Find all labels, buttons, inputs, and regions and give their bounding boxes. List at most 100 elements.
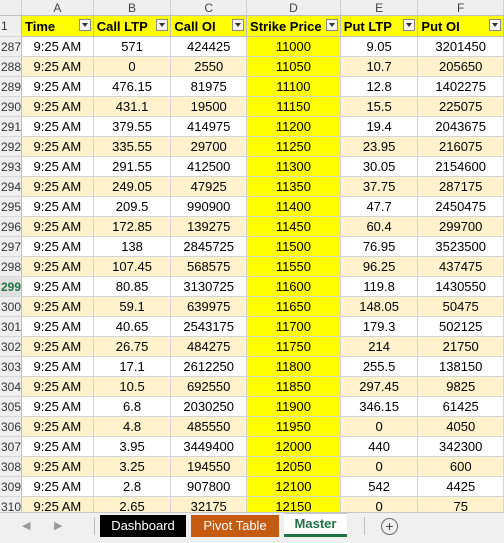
cell-call-oi[interactable]: 139275 xyxy=(170,216,248,237)
cell-put-oi[interactable]: 225075 xyxy=(417,96,504,117)
column-header-b[interactable]: B xyxy=(93,0,172,16)
header-strike-price[interactable]: Strike Price xyxy=(246,15,341,37)
cell-put-ltp[interactable]: 76.95 xyxy=(340,236,419,257)
row-number[interactable]: 294 xyxy=(0,176,23,197)
cell-strike-price[interactable]: 11100 xyxy=(246,76,341,97)
cell-strike-price[interactable]: 12150 xyxy=(246,496,341,512)
cell-call-ltp[interactable]: 571 xyxy=(93,36,172,57)
cell-strike-price[interactable]: 11050 xyxy=(246,56,341,77)
cell-put-oi[interactable]: 2043675 xyxy=(417,116,504,137)
filter-dropdown-icon[interactable] xyxy=(232,19,245,31)
row-number[interactable]: 301 xyxy=(0,316,23,337)
cell-time[interactable]: 9:25 AM xyxy=(21,116,94,137)
scroll-tabs-left-icon[interactable]: ◀ xyxy=(22,520,31,532)
cell-call-oi[interactable]: 3449400 xyxy=(170,436,248,457)
cell-time[interactable]: 9:25 AM xyxy=(21,296,94,317)
cell-put-ltp[interactable]: 19.4 xyxy=(340,116,419,137)
cell-put-ltp[interactable]: 119.8 xyxy=(340,276,419,297)
filter-dropdown-icon[interactable] xyxy=(403,19,416,31)
cell-call-ltp[interactable]: 107.45 xyxy=(93,256,172,277)
cell-put-oi[interactable]: 287175 xyxy=(417,176,504,197)
row-number[interactable]: 289 xyxy=(0,76,23,97)
cell-strike-price[interactable]: 11950 xyxy=(246,416,341,437)
cell-strike-price[interactable]: 11850 xyxy=(246,376,341,397)
cell-put-ltp[interactable]: 255.5 xyxy=(340,356,419,377)
cell-time[interactable]: 9:25 AM xyxy=(21,456,94,477)
cell-call-oi[interactable]: 2543175 xyxy=(170,316,248,337)
filter-dropdown-icon[interactable] xyxy=(156,19,169,31)
row-number[interactable]: 300 xyxy=(0,296,23,317)
cell-call-ltp[interactable]: 379.55 xyxy=(93,116,172,137)
row-number[interactable]: 287 xyxy=(0,36,23,57)
cell-call-ltp[interactable]: 2.8 xyxy=(93,476,172,497)
cell-put-ltp[interactable]: 346.15 xyxy=(340,396,419,417)
filter-dropdown-icon[interactable] xyxy=(78,19,91,31)
cell-strike-price[interactable]: 11250 xyxy=(246,136,341,157)
cell-put-ltp[interactable]: 440 xyxy=(340,436,419,457)
row-number[interactable]: 299 xyxy=(0,276,23,297)
cell-strike-price[interactable]: 11150 xyxy=(246,96,341,117)
cell-put-ltp[interactable]: 542 xyxy=(340,476,419,497)
cell-call-oi[interactable]: 2612250 xyxy=(170,356,248,377)
cell-time[interactable]: 9:25 AM xyxy=(21,236,94,257)
header-put-oi[interactable]: Put OI xyxy=(417,15,504,37)
cell-time[interactable]: 9:25 AM xyxy=(21,276,94,297)
row-number[interactable]: 306 xyxy=(0,416,23,437)
cell-put-ltp[interactable]: 148.05 xyxy=(340,296,419,317)
cell-time[interactable]: 9:25 AM xyxy=(21,56,94,77)
cell-strike-price[interactable]: 11200 xyxy=(246,116,341,137)
cell-strike-price[interactable]: 11700 xyxy=(246,316,341,337)
cell-put-oi[interactable]: 3201450 xyxy=(417,36,504,57)
cell-call-oi[interactable]: 692550 xyxy=(170,376,248,397)
filter-dropdown-icon[interactable] xyxy=(325,19,338,31)
cell-call-ltp[interactable]: 138 xyxy=(93,236,172,257)
row-number[interactable]: 310 xyxy=(0,496,23,512)
filter-dropdown-icon[interactable] xyxy=(489,19,501,31)
cell-time[interactable]: 9:25 AM xyxy=(21,256,94,277)
cell-put-ltp[interactable]: 297.45 xyxy=(340,376,419,397)
column-header-a[interactable]: A xyxy=(21,0,94,16)
cell-strike-price[interactable]: 11550 xyxy=(246,256,341,277)
cell-put-oi[interactable]: 9825 xyxy=(417,376,504,397)
cell-put-ltp[interactable]: 9.05 xyxy=(340,36,419,57)
cell-strike-price[interactable]: 12100 xyxy=(246,476,341,497)
cell-call-ltp[interactable]: 80.85 xyxy=(93,276,172,297)
row-number[interactable]: 307 xyxy=(0,436,23,457)
cell-call-ltp[interactable]: 3.95 xyxy=(93,436,172,457)
cell-call-ltp[interactable]: 59.1 xyxy=(93,296,172,317)
cell-call-ltp[interactable]: 10.5 xyxy=(93,376,172,397)
cell-put-ltp[interactable]: 12.8 xyxy=(340,76,419,97)
cell-call-ltp[interactable]: 335.55 xyxy=(93,136,172,157)
cell-call-oi[interactable]: 2845725 xyxy=(170,236,248,257)
cell-time[interactable]: 9:25 AM xyxy=(21,196,94,217)
cell-strike-price[interactable]: 12000 xyxy=(246,436,341,457)
spreadsheet-grid[interactable]: A B C D E F 1 Time Call LTP Call OI Stri… xyxy=(0,0,504,512)
cell-put-oi[interactable]: 502125 xyxy=(417,316,504,337)
cell-call-ltp[interactable]: 3.25 xyxy=(93,456,172,477)
row-number[interactable]: 296 xyxy=(0,216,23,237)
cell-put-oi[interactable]: 2154600 xyxy=(417,156,504,177)
cell-put-oi[interactable]: 75 xyxy=(417,496,504,512)
cell-time[interactable]: 9:25 AM xyxy=(21,176,94,197)
cell-time[interactable]: 9:25 AM xyxy=(21,396,94,417)
cell-strike-price[interactable]: 11800 xyxy=(246,356,341,377)
cell-call-oi[interactable]: 194550 xyxy=(170,456,248,477)
select-all-corner[interactable] xyxy=(0,0,23,16)
cell-put-ltp[interactable]: 60.4 xyxy=(340,216,419,237)
row-number[interactable]: 288 xyxy=(0,56,23,77)
row-number[interactable]: 305 xyxy=(0,396,23,417)
cell-call-oi[interactable]: 2550 xyxy=(170,56,248,77)
cell-put-ltp[interactable]: 214 xyxy=(340,336,419,357)
cell-time[interactable]: 9:25 AM xyxy=(21,76,94,97)
scroll-tabs-right-icon[interactable]: ▶ xyxy=(54,520,63,532)
cell-time[interactable]: 9:25 AM xyxy=(21,496,94,512)
cell-call-ltp[interactable]: 291.55 xyxy=(93,156,172,177)
cell-call-oi[interactable]: 81975 xyxy=(170,76,248,97)
cell-time[interactable]: 9:25 AM xyxy=(21,336,94,357)
cell-call-oi[interactable]: 639975 xyxy=(170,296,248,317)
cell-call-oi[interactable]: 47925 xyxy=(170,176,248,197)
cell-time[interactable]: 9:25 AM xyxy=(21,136,94,157)
cell-put-oi[interactable]: 4425 xyxy=(417,476,504,497)
cell-time[interactable]: 9:25 AM xyxy=(21,376,94,397)
cell-call-oi[interactable]: 32175 xyxy=(170,496,248,512)
